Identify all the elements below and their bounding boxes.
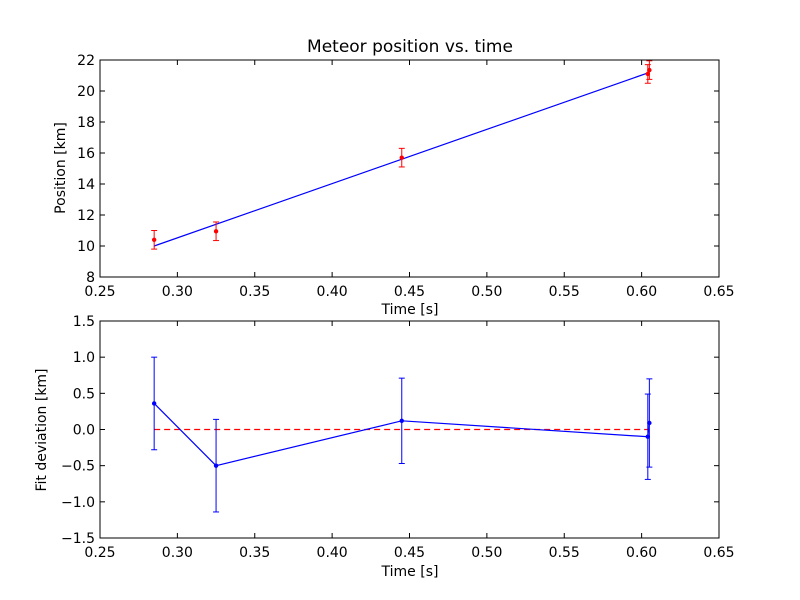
top-x-tick-label: 0.35 [239,284,270,300]
top-x-tick-label: 0.55 [549,284,580,300]
data-marker [213,229,219,234]
top-x-tick-label: 0.50 [471,284,502,300]
top-y-tick-label: 22 [77,53,95,69]
data-marker [647,420,652,426]
data-marker [399,155,404,160]
top-plot-frame [99,59,720,278]
bottom-y-tick-label: 0.5 [73,386,95,402]
top-y-tick-label: 12 [77,208,95,224]
deviation-point [213,418,220,513]
top-chart: Meteor position vs. time 0.25 0.30 0.35 0.4… [53,37,735,318]
top-x-tick-label: 0.25 [84,284,115,300]
top-y-tick-label: 8 [86,270,95,286]
bottom-x-tick-label: 0.35 [239,545,270,561]
top-y-tick-label: 16 [77,146,95,162]
top-x-tick-label: 0.40 [317,284,348,300]
position-point [398,147,405,168]
deviation-point [646,378,653,468]
bottom-y-tick-label: 1.0 [73,350,95,366]
position-point [151,230,158,250]
top-y-tick-label: 20 [77,84,95,100]
bottom-x-tick-label: 0.30 [162,545,193,561]
bottom-y-tick-label: −1.5 [61,531,95,547]
deviation-point [151,356,158,451]
top-y-axis-label: Position [km] [53,122,69,214]
bottom-plot-frame [99,320,720,539]
bottom-y-tick-label: −1.0 [61,495,95,511]
bottom-x-tick-label: 0.45 [394,545,425,561]
bottom-x-tick-label: 0.60 [626,545,657,561]
top-x-tick-label: 0.45 [394,284,425,300]
top-plot-area [100,60,719,277]
top-chart-title: Meteor position vs. time [307,37,513,57]
bottom-x-tick-label: 0.40 [317,545,348,561]
bottom-x-tick-label: 0.55 [549,545,580,561]
position-point [646,60,653,80]
deviation-point [398,377,405,464]
data-marker [151,401,157,406]
top-y-tick-label: 18 [77,115,95,131]
bottom-y-tick-label: 1.5 [73,314,95,330]
top-x-axis-label: Time [s] [381,302,439,318]
bottom-x-tick-label: 0.65 [703,545,734,561]
deviation-point [644,393,651,480]
bottom-x-tick-label: 0.50 [471,545,502,561]
data-marker [213,463,219,468]
data-marker [151,237,157,242]
top-x-tick-label: 0.60 [626,284,657,300]
bottom-x-tick-label: 0.25 [84,545,115,561]
top-y-tick-label: 14 [77,177,95,193]
top-x-tick-label: 0.30 [162,284,193,300]
data-marker [399,418,404,424]
data-marker [647,67,652,73]
bottom-y-axis-label: Fit deviation [km] [34,368,50,491]
bottom-chart: 0.25 0.30 0.35 0.40 0.45 0.50 0.55 0.60 0.65 −1.… [34,314,735,580]
bottom-y-tick-label: −0.5 [61,459,95,475]
top-x-tick-label: 0.65 [703,284,734,300]
top-y-tick-label: 10 [77,239,95,255]
bottom-y-tick-label: 0.0 [73,423,95,439]
bottom-x-axis-label: Time [s] [381,564,439,580]
position-point [213,221,220,242]
